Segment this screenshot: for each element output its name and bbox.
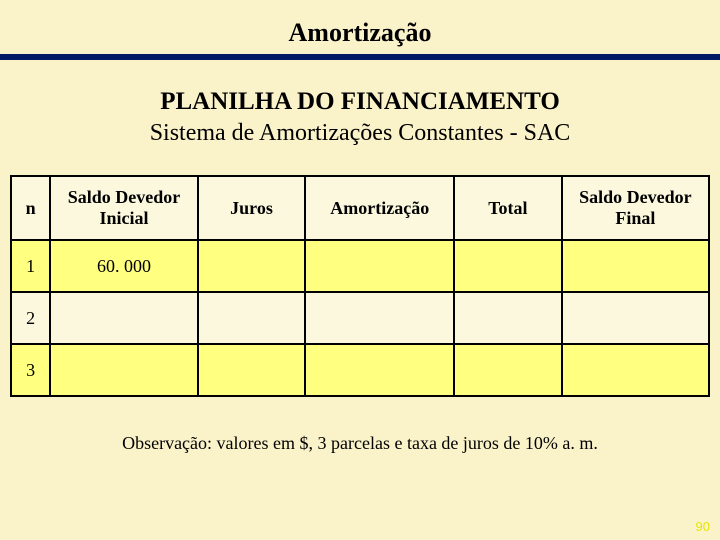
cell-n: 2 (11, 292, 50, 344)
cell-sdf (562, 292, 709, 344)
col-header-total: Total (454, 176, 562, 240)
cell-n: 3 (11, 344, 50, 396)
cell-juros (198, 292, 306, 344)
cell-sdi (50, 292, 197, 344)
table-row: 3 (11, 344, 709, 396)
cell-amort (305, 292, 454, 344)
table-body: 160. 00023 (11, 240, 709, 396)
cell-juros (198, 240, 306, 292)
col-header-amort: Amortização (305, 176, 454, 240)
col-header-sdf: Saldo Devedor Final (562, 176, 709, 240)
title-area: Amortização (0, 0, 720, 60)
col-header-juros: Juros (198, 176, 306, 240)
content-area: PLANILHA DO FINANCIAMENTO Sistema de Amo… (0, 60, 720, 454)
col-header-sdi: Saldo Devedor Inicial (50, 176, 197, 240)
col-header-n: n (11, 176, 50, 240)
cell-total (454, 344, 562, 396)
cell-amort (305, 240, 454, 292)
cell-juros (198, 344, 306, 396)
table-row: 2 (11, 292, 709, 344)
slide-title: Amortização (0, 18, 720, 48)
cell-n: 1 (11, 240, 50, 292)
observation-note: Observação: valores em $, 3 parcelas e t… (10, 433, 710, 454)
subheading: Sistema de Amortizações Constantes - SAC (10, 120, 710, 147)
page-number: 90 (696, 519, 710, 534)
slide: Amortização PLANILHA DO FINANCIAMENTO Si… (0, 0, 720, 540)
table-row: 160. 000 (11, 240, 709, 292)
cell-sdi: 60. 000 (50, 240, 197, 292)
cell-sdf (562, 344, 709, 396)
amortization-table: n Saldo Devedor Inicial Juros Amortizaçã… (10, 175, 710, 397)
cell-sdf (562, 240, 709, 292)
cell-total (454, 292, 562, 344)
cell-sdi (50, 344, 197, 396)
heading: PLANILHA DO FINANCIAMENTO (10, 88, 710, 116)
cell-total (454, 240, 562, 292)
cell-amort (305, 344, 454, 396)
table-header-row: n Saldo Devedor Inicial Juros Amortizaçã… (11, 176, 709, 240)
